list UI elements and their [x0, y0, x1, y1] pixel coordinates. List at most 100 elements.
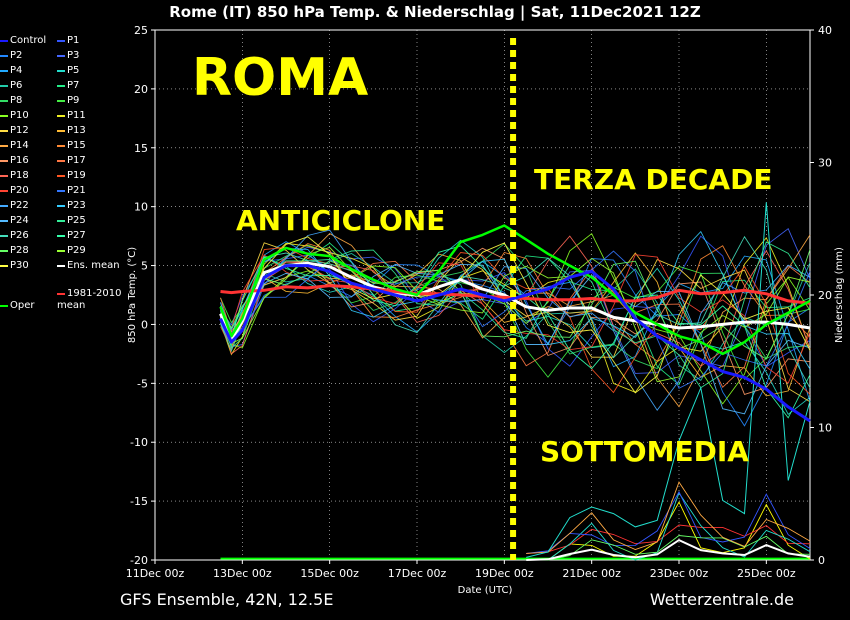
- legend-label: Oper: [10, 300, 35, 311]
- legend-label: P4: [10, 65, 23, 76]
- y2-axis-label: Niederschlag (mm): [834, 247, 845, 343]
- legend-swatch: [57, 54, 65, 57]
- ensemble-member-line: [220, 235, 811, 389]
- legend-label: P14: [10, 140, 29, 151]
- y-tick-label: 0: [141, 318, 148, 331]
- legend-swatch: [57, 292, 65, 295]
- legend-label: P24: [10, 215, 29, 226]
- legend-label: P9: [67, 95, 80, 106]
- series-line-oper: [219, 224, 811, 356]
- legend-item: P27: [57, 230, 86, 242]
- ensemble-member-line: [220, 245, 811, 419]
- legend-label: P19: [67, 170, 86, 181]
- x-tick-label: 17Dec 00z: [388, 567, 447, 580]
- legend-item: P19: [57, 170, 86, 182]
- series-line-1981-2010-mean: [220, 284, 811, 305]
- x-tick-label: 13Dec 00z: [213, 567, 272, 580]
- ensemble-member-line: [220, 249, 811, 360]
- main-series: [219, 224, 811, 423]
- legend-item: P1: [57, 35, 79, 47]
- legend-label: P18: [10, 170, 29, 181]
- legend-swatch: [57, 114, 65, 117]
- footer-site: Wetterzentrale.de: [650, 590, 794, 609]
- legend-swatch: [57, 174, 65, 177]
- legend-label: P21: [67, 185, 86, 196]
- x-tick-label: 11Dec 00z: [126, 567, 185, 580]
- precip-mean-line: [526, 538, 811, 561]
- ensemble-member-line: [220, 230, 811, 370]
- y2-tick-label: 30: [818, 157, 832, 170]
- legend-swatch: [57, 234, 65, 237]
- x-tick-label: 19Dec 00z: [475, 567, 534, 580]
- y2-tick-label: 20: [818, 289, 832, 302]
- legend-swatch: [0, 159, 8, 162]
- legend-item: P20: [0, 185, 29, 197]
- legend-swatch: [0, 264, 8, 267]
- legend-item: P16: [0, 155, 29, 167]
- legend-label: P13: [67, 125, 86, 136]
- legend-item: P26: [0, 230, 29, 242]
- x-tick-label: 15Dec 00z: [300, 567, 359, 580]
- legend-item: P17: [57, 155, 86, 167]
- legend-item: P23: [57, 200, 86, 212]
- legend-swatch: [57, 39, 65, 42]
- legend-item: P21: [57, 185, 86, 197]
- legend-swatch: [57, 249, 65, 252]
- annotation-city: ROMA: [192, 48, 368, 108]
- annotation-terza-decade: TERZA DECADE: [534, 163, 772, 196]
- legend-swatch: [0, 129, 8, 132]
- legend-swatch: [57, 144, 65, 147]
- legend-swatch: [0, 54, 8, 57]
- legend-label: P12: [10, 125, 29, 136]
- legend-label: P1: [67, 35, 80, 46]
- y2-tick-label: 0: [818, 554, 825, 567]
- ensemble-member-line: [220, 229, 811, 411]
- y2-axis-ticks: 40 30 20 10 0: [810, 24, 832, 567]
- y-tick-label: 15: [134, 142, 148, 155]
- legend-label: P15: [67, 140, 86, 151]
- ensemble-member-line: [220, 252, 811, 397]
- legend-swatch: [0, 219, 8, 222]
- legend-swatch: [57, 264, 65, 267]
- legend-swatch: [57, 219, 65, 222]
- legend-label: P29: [67, 245, 86, 256]
- legend-swatch: [57, 84, 65, 87]
- legend-item: Ens. mean: [57, 260, 120, 272]
- legend-item: P15: [57, 140, 86, 152]
- y-axis-ticks: 25 20 15 10 5 0 -5 -10 -15 -20: [130, 24, 155, 567]
- x-tick-label: 21Dec 00z: [562, 567, 621, 580]
- y-tick-label: 25: [134, 24, 148, 37]
- legend-swatch: [0, 144, 8, 147]
- legend-item: P13: [57, 125, 86, 137]
- legend-label: P3: [67, 50, 80, 61]
- legend-label: Control: [10, 35, 47, 46]
- legend-item: P7: [57, 80, 79, 92]
- legend-swatch: [0, 204, 8, 207]
- x-tick-label: 25Dec 00z: [737, 567, 796, 580]
- annotation-sottomedia: SOTTOMEDIA: [540, 435, 749, 468]
- ensemble-member-line: [220, 241, 811, 389]
- y-axis-label: 850 hPa Temp. (°C): [127, 247, 138, 343]
- legend-swatch: [57, 189, 65, 192]
- y2-tick-label: 40: [818, 24, 832, 37]
- legend-item: P8: [0, 95, 22, 107]
- legend-label: P25: [67, 215, 86, 226]
- legend-swatch: [0, 99, 8, 102]
- ensemble-member-line: [220, 250, 811, 389]
- legend-swatch: [0, 39, 8, 42]
- legend-swatch: [57, 99, 65, 102]
- legend-swatch: [0, 249, 8, 252]
- legend-swatch: [0, 69, 8, 72]
- legend-label: P20: [10, 185, 29, 196]
- precip-max-line: [526, 202, 811, 558]
- legend-label: P11: [67, 110, 86, 121]
- legend-label: P8: [10, 95, 23, 106]
- legend-item: P29: [57, 245, 86, 257]
- legend-swatch: [57, 69, 65, 72]
- legend-item: P11: [57, 110, 86, 122]
- legend-label: P6: [10, 80, 23, 91]
- legend-label: P22: [10, 200, 29, 211]
- y-tick-label: 20: [134, 83, 148, 96]
- legend-label: P16: [10, 155, 29, 166]
